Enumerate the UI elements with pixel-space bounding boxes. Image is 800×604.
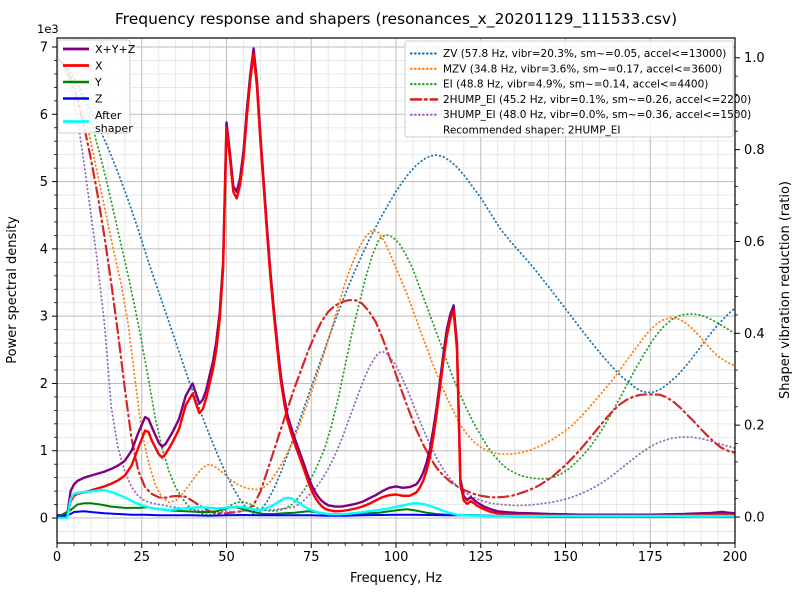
series-layer	[57, 47, 735, 520]
legend-left-label: Y	[94, 76, 102, 89]
y-left-tick-label: 4	[40, 242, 48, 257]
y-right-tick-label: 0.0	[744, 511, 765, 526]
chart-title: Frequency response and shapers (resonanc…	[115, 10, 677, 29]
y-left-tick-label: 2	[40, 377, 48, 392]
y-right-tick-label: 0.4	[744, 327, 765, 342]
legend-left-label: X	[95, 60, 103, 73]
series-EI	[57, 56, 735, 516]
series-2HUMP_EI	[57, 56, 735, 515]
series-X+Y+Z	[57, 47, 735, 517]
legend-left-label: shaper	[95, 122, 133, 135]
series-3HUMP_EI	[57, 56, 735, 513]
y-left-offset-text: 1e3	[37, 22, 59, 36]
y-left-tick-label: 0	[40, 512, 48, 527]
x-tick-label: 75	[303, 550, 320, 565]
legend-right: ZV (57.8 Hz, vibr=20.3%, sm~=0.05, accel…	[404, 40, 751, 138]
tick-layer: 0 25 50 75 100 125 150 175 200 0 1 2 3 4 5 6 7 0.0 0.2 0.4 0…	[40, 41, 765, 565]
legend-left-label: After	[95, 109, 122, 122]
legend-right-footer: Recommended shaper: 2HUMP_EI	[443, 125, 621, 137]
legend-left-box	[57, 39, 131, 134]
x-tick-label: 125	[468, 550, 493, 565]
legend-right-label: 3HUMP_EI (48.0 Hz, vibr=0.0%, sm~=0.36, …	[443, 109, 751, 121]
y-right-tick-label: 0.2	[744, 419, 765, 434]
x-tick-label: 100	[384, 550, 409, 565]
series-MZV	[57, 56, 735, 504]
y-left-tick-label: 5	[40, 175, 48, 190]
x-tick-label: 50	[218, 550, 235, 565]
series-ZV	[57, 56, 735, 516]
series-X	[57, 52, 735, 518]
x-axis-label: Frequency, Hz	[350, 571, 442, 586]
x-tick-label: 0	[53, 550, 61, 565]
series-After-shaper	[57, 488, 735, 520]
x-tick-label: 25	[133, 550, 150, 565]
y-left-tick-label: 6	[40, 108, 48, 123]
legend-right-label: ZV (57.8 Hz, vibr=20.3%, sm~=0.05, accel…	[443, 48, 726, 60]
y-right-tick-label: 0.8	[744, 143, 765, 158]
y-right-axis-label: Shaper vibration reduction (ratio)	[778, 181, 793, 399]
x-tick-label: 200	[723, 550, 748, 565]
y-left-tick-label: 7	[40, 41, 48, 56]
x-tick-label: 150	[553, 550, 578, 565]
grid-layer	[56, 38, 736, 543]
legend-right-label: 2HUMP_EI (45.2 Hz, vibr=0.1%, sm~=0.26, …	[443, 94, 751, 106]
legend-left-label: Z	[95, 93, 103, 106]
y-left-axis-label: Power spectral density	[5, 216, 20, 364]
y-right-tick-label: 0.6	[744, 235, 765, 250]
y-right-tick-label: 1.0	[744, 51, 765, 66]
y-left-tick-label: 3	[40, 310, 48, 325]
legend-left-label: X+Y+Z	[95, 43, 136, 56]
legend-right-label: MZV (34.8 Hz, vibr=3.6%, sm~=0.17, accel…	[443, 63, 722, 75]
legend-right-box	[404, 40, 734, 138]
x-tick-label: 175	[638, 550, 663, 565]
legend-right-label: EI (48.8 Hz, vibr=4.9%, sm~=0.14, accel<…	[443, 79, 708, 91]
y-left-tick-label: 1	[40, 444, 48, 459]
